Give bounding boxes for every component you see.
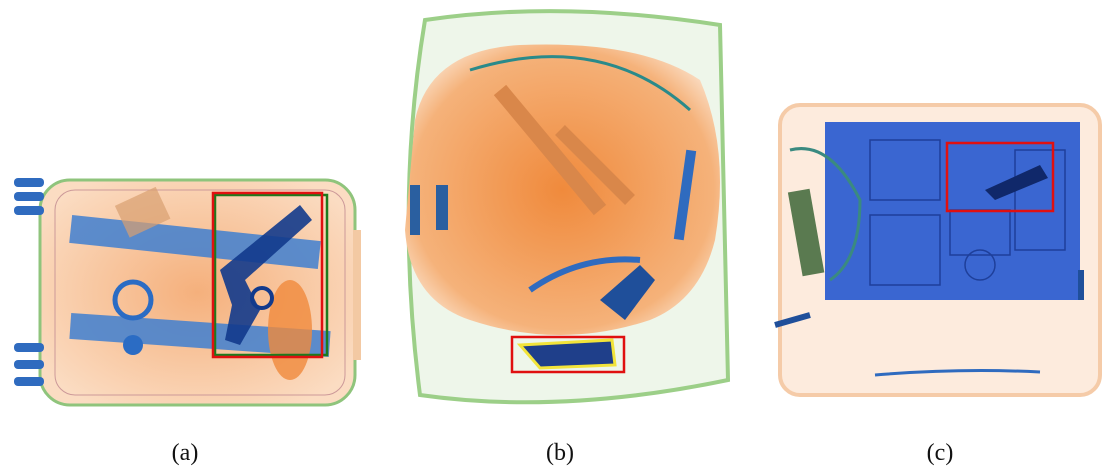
caption: (c) bbox=[927, 440, 954, 466]
page: (a) (b) (c) (() => { const data = JSON.p… bbox=[0, 0, 1110, 469]
xray-image-a bbox=[14, 178, 361, 405]
figure: (a) (b) (c) bbox=[0, 0, 1110, 469]
caption: (a) bbox=[172, 440, 199, 466]
caption: (b) bbox=[546, 440, 574, 466]
xray-image-b bbox=[405, 11, 728, 402]
xray-image-c bbox=[775, 105, 1100, 395]
